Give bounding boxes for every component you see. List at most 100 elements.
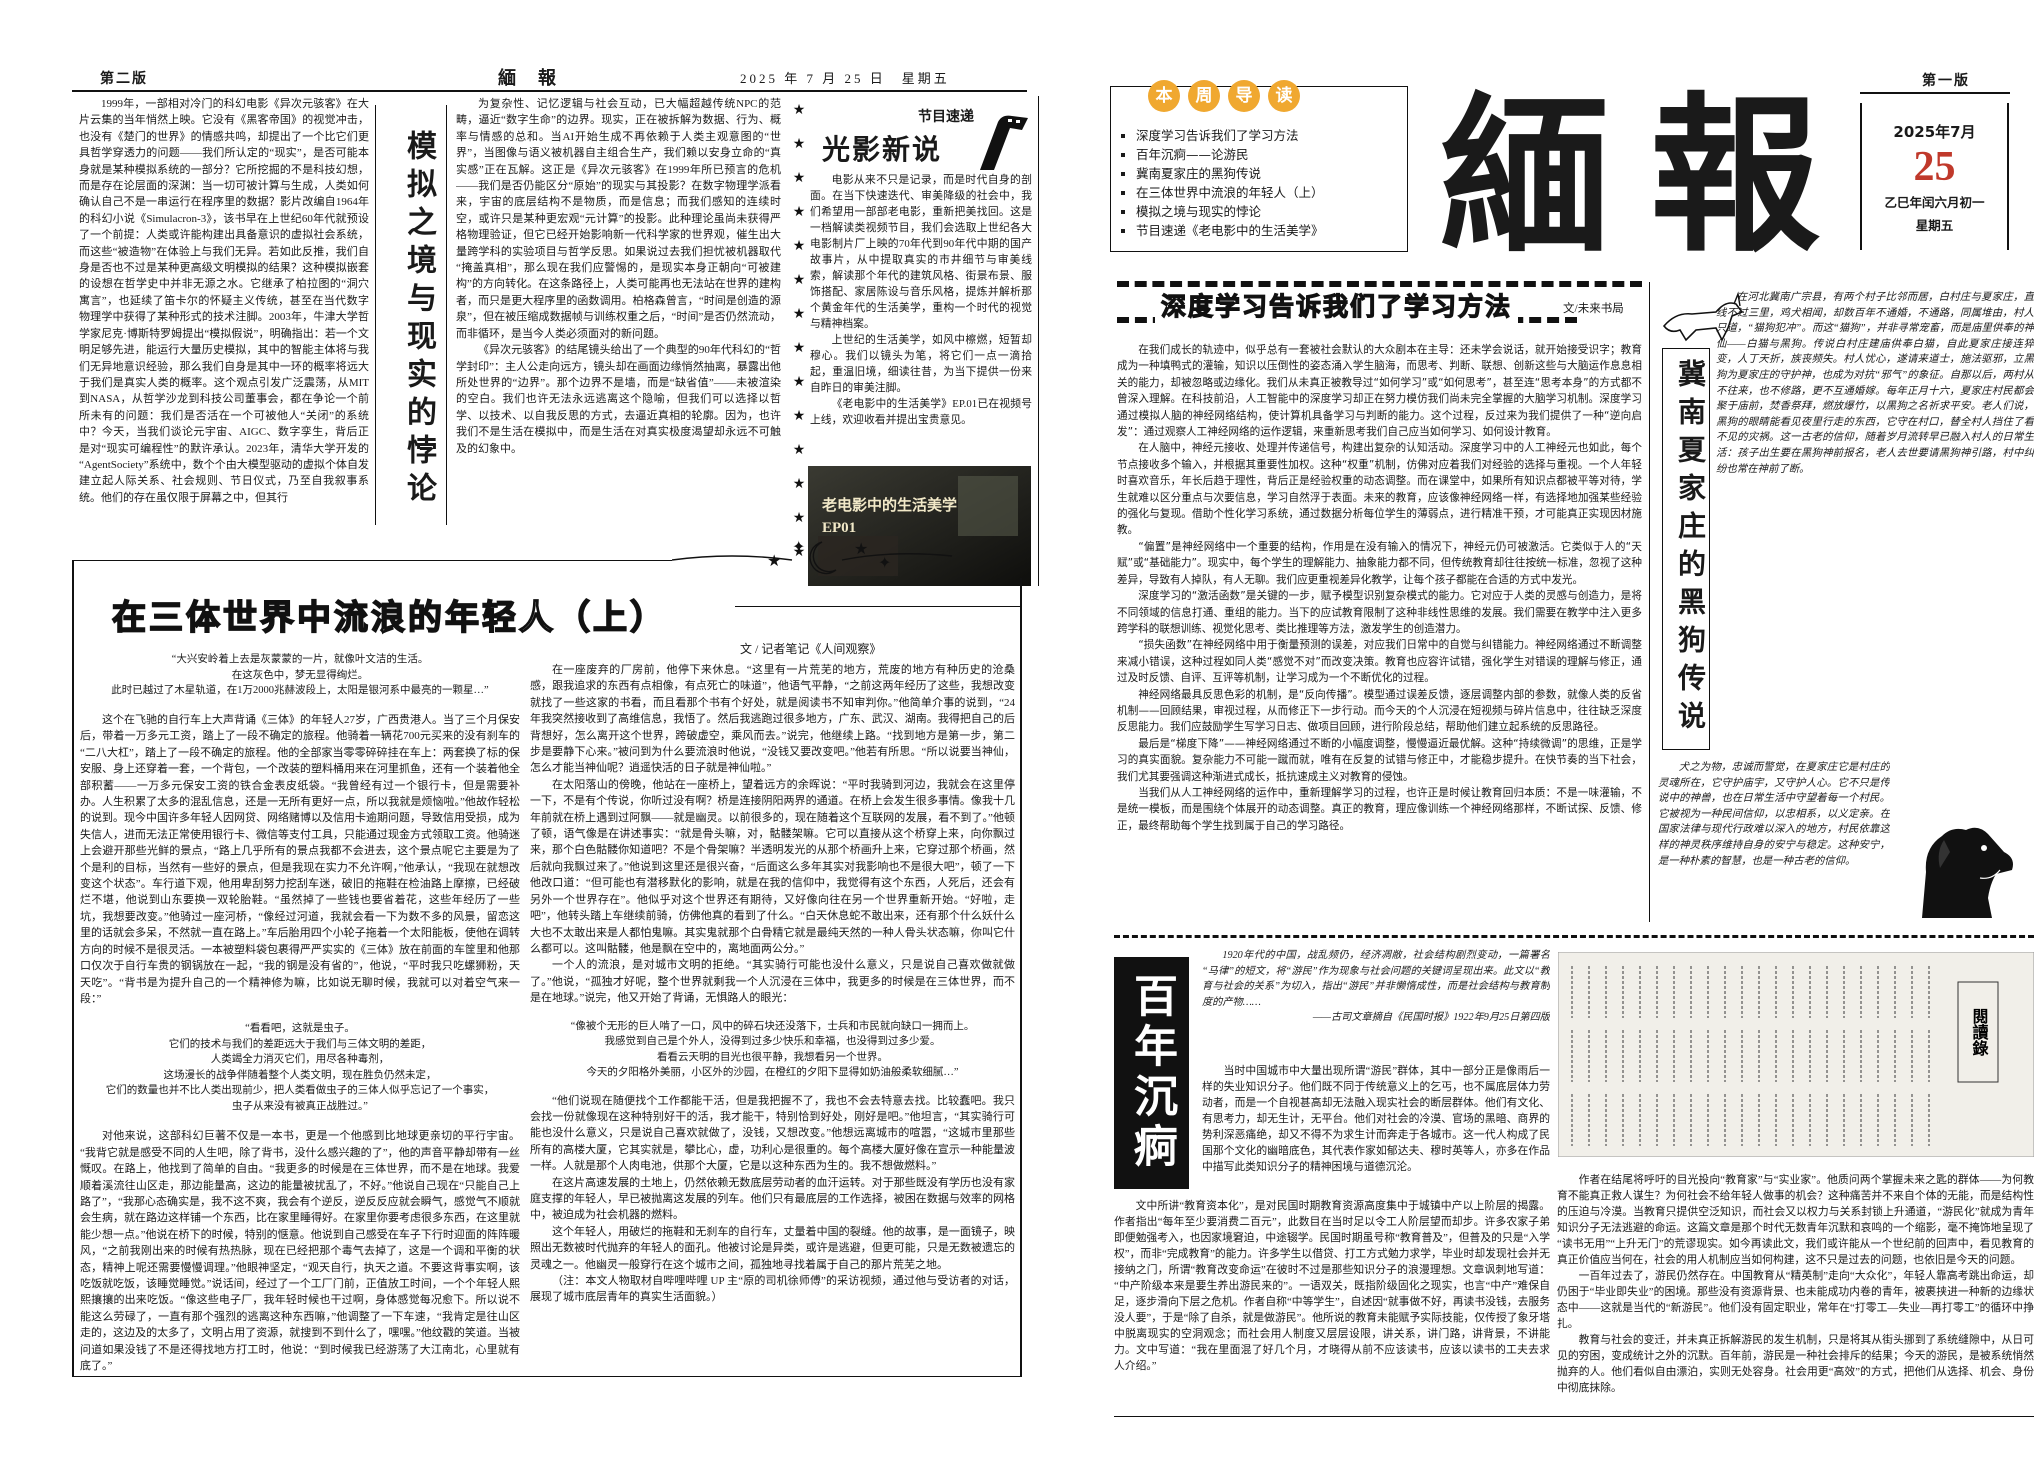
star: ★ xyxy=(793,273,806,288)
paragraph: 神经网络最具反思色彩的机制，是“反向传播”。模型通过误差反馈，逐层调整内部的参数… xyxy=(1117,688,1642,734)
vagrants-quote: 1920年代的中国，战乱频仍，经济凋敝，社会结构剧烈变动，一篇署名“马律”的短文… xyxy=(1202,948,1550,1058)
quote-text: 1920年代的中国，战乱频仍，经济凋敝，社会结构剧烈变动，一篇署名“马律”的短文… xyxy=(1202,950,1550,1008)
pull-quote: “大兴安岭着上去是灰蒙蒙的一片，就像叶文洁的生活。 在这灰色中，梦无显得绚烂。此时… xyxy=(80,652,520,710)
byline: 文/未来书局 xyxy=(1563,303,1624,315)
quote-line: 今天的夕阳格外美丽，小区外的沙园，在橙红的夕阳下显得如奶油般柔软细腻…” xyxy=(586,1067,959,1079)
simulation-col2: 为复杂性、记忆逻辑与社会互动，已大幅超越传统NPC的范畴，逼近“数字生命”的边界… xyxy=(456,96,781,534)
dog-legend-text: 在河北冀南广宗县，有两个村子比邻而居，白村庄与夏家庄，直线不过三里，鸡犬相闻，却… xyxy=(1716,290,2034,755)
quote-line: 它们的数量也并不比人类出现前少，把人类看做虫子的三体人似乎忘记了一个事实， xyxy=(105,1085,495,1097)
dog-legend-title: 冀南夏家庄的黑狗传说 xyxy=(1662,348,1710,750)
paragraph: 在一座废弃的厂房前，他停下来休息。“这里有一片荒芜的地方，荒废的地方有种历史的沧… xyxy=(530,664,1015,775)
date-day: 25 xyxy=(1913,144,1956,190)
dog-sketch xyxy=(1662,291,1744,342)
paragraph: （注：本文人物取材自哔哩哔哩 UP 主“原的司机徐师傅”的采访视频，通过他与受访… xyxy=(530,1275,1015,1304)
quote-line: “像被个无形的巨人啃了一口，风中的碎石块还没落下，士兵和市民就向缺口一拥而上。 xyxy=(570,1020,975,1032)
paragraph: 当我们从人工神经网络的运作中，重新理解学习的过程，也许正是时候让教育回归本质：不… xyxy=(1117,786,1642,832)
pull-quote: “看看吧，这就是虫子。 它们的技术与我们的差距远大于我们与三体文明的差距， 人类竭全… xyxy=(80,1021,520,1114)
paragraph: 对他来说，这部科幻巨著不仅是一本书，更是一个他感到比地球更亲切的平行宇宙。“我背… xyxy=(80,1130,520,1372)
quote-line: 我感觉到自己是个外人，没得到过多少快乐和幸福，也没得到过多少爱。 xyxy=(604,1036,941,1048)
column-rule xyxy=(1649,282,1650,922)
quote-line: 这场漫长的战争伴随着整个人类文明，现在胜负仍然未定， xyxy=(163,1069,437,1081)
quote-line: 虫子从来没有被真正战胜过。” xyxy=(232,1100,368,1112)
vagrants-title: 百年沉痾 xyxy=(1114,957,1189,1189)
paragraph: 上世纪的生活美学，如风中檫燃，短暂却穆心。我们以镜头为笔，将它们一点一滴拾起，重… xyxy=(810,334,1032,394)
vagrants-right: 作者在结尾将呼吁的目光投向“教育家”与“实业家”。他质问两个掌握未来之匙的群体—… xyxy=(1557,1172,2034,1414)
date-month: 2025年7月 xyxy=(1893,123,1976,141)
paragraph: 《老电影中的生活美学》EP.01已在视频号上线，欢迎收看并提出宝贵意见。 xyxy=(810,398,1032,426)
paragraph: 在太阳落山的傍晚，他站在一座桥上，望着远方的余晖说：“平时我骑到河边，我就会在这… xyxy=(530,778,1015,955)
section-divider xyxy=(1114,935,2034,938)
svg-text:✦: ✦ xyxy=(878,555,891,572)
film-strip-icon xyxy=(980,115,1028,170)
star: ★ xyxy=(793,307,806,322)
vagrants-left: 文中所讲“教育资本化”，是对民国时期教育资源高度集中于城镇中产以上阶层的揭露。作… xyxy=(1114,1198,1550,1413)
paragraph: 在我们成长的轨迹中，似乎总有一套被社会默认的大众剧本在主导：还未学会说话，就开始… xyxy=(1117,344,1642,439)
three-body-col2: 在一座废弃的厂房前，他停下来休息。“这里有一片荒芜的地方，荒废的地方有种历史的沧… xyxy=(530,662,1015,1372)
paragraph: 犬之为物，忠诚而警觉，在夏家庄它是村庄的灵魂所在，它守护庙宇，又守护人心。它不只… xyxy=(1658,762,1890,867)
quote-source: ——古司文章摘自《民国时报》1922年9月25日第四版 xyxy=(1312,1012,1550,1023)
paragraph: 教育与社会的变迁，并未真正拆解游民的发生机制，只是将其从街头挪到了系统缝隙中，从… xyxy=(1557,1334,2034,1394)
masthead-small: 緬 報 xyxy=(498,68,558,88)
star: ★ xyxy=(793,511,806,526)
title-rule xyxy=(375,105,376,525)
divider xyxy=(72,560,672,561)
old-newspaper-scan: 閱讀錄 xyxy=(1558,952,2034,1157)
dog-legend-continuation: 犬之为物，忠诚而警觉，在夏家庄它是村庄的灵魂所在，它守护庙宇，又守护人心。它不只… xyxy=(1658,760,1890,920)
paragraph: 深度学习的“激活函数”是关键的一步，赋予模型识别复杂模式的能力。它对应于人类的灵… xyxy=(1117,590,1642,635)
vagrants-intro: 当时中国城市中大量出现所谓“游民”群体，其中一部分正是像雨后一样的失业知识分子。… xyxy=(1202,1063,1550,1191)
star: ★ xyxy=(793,205,806,220)
paragraph: 《异次元骇客》的结尾镜头给出了一个典型的90年代科幻的“哲学封印”：主人公走向远… xyxy=(456,344,781,455)
guide-title-char: 周 xyxy=(1188,80,1220,112)
quote-line: “大兴安岭着上去是灰蒙蒙的一片，就像叶文洁的生活。 xyxy=(171,654,429,665)
star: ★ xyxy=(793,239,806,254)
guide-item: 节目速递《老电影中的生活美学》 xyxy=(1136,221,1416,240)
program-text: 电影从来不只是记录，而是时代自身的剖面。在当下快速迭代、审美降级的社会中，我们希… xyxy=(810,172,1032,462)
paragraph: “偏置”是神经网络中一个重要的结构，作用是在没有输入的情况下，神经元仍可被激活。… xyxy=(1117,540,1642,586)
paragraph: 文中所讲“教育资本化”，是对民国时期教育资源高度集中于城镇中产以上阶层的揭露。作… xyxy=(1114,1200,1550,1372)
paragraph: 这个在飞驰的自行车上大声背诵《三体》的年轻人27岁，广西贵港人。当了三个月保安后… xyxy=(80,714,520,1005)
guide-item: 在三体世界中流浪的年轻人（上） xyxy=(1136,183,1416,202)
scan-label: 閱讀錄 xyxy=(1970,1008,1989,1057)
star: ★ xyxy=(793,171,806,186)
paragraph: 一百年过去了，游民仍然存在。中国教育从“精英制”走向“大众化”，年轻人靠高考跳出… xyxy=(1557,1270,2034,1330)
paragraph: 在人脑中，神经元接收、处理并传递信号，构建出复杂的认知活动。深度学习中的人工神经… xyxy=(1117,442,1642,537)
image-episode: EP01 xyxy=(822,520,856,536)
paragraph: 1999年，一部相对冷门的科幻电影《异次元骇客》在大片云集的当年悄然上映。它没有… xyxy=(79,98,369,504)
guide-item: 百年沉痾——论游民 xyxy=(1136,145,1416,164)
date-box: 2025年7月 25 乙巳年闰六月初一 星期五 xyxy=(1860,103,2009,250)
edition-label: 第一版 xyxy=(1922,74,1970,89)
paragraph: 在河北冀南广宗县，有两个村子比邻而居，白村庄与夏家庄，直线不过三里，鸡犬相闻，却… xyxy=(1716,292,2034,475)
guide-item: 模拟之境与现实的悖论 xyxy=(1136,202,1416,221)
quote-line: “看看吧，这就是虫子。 xyxy=(245,1023,355,1035)
star: ★ xyxy=(793,341,806,356)
paragraph: 最后是“梯度下降”——神经网络通过不断的小幅度调整，慢慢逼近最优解。这种“持续微… xyxy=(1117,737,1642,783)
star: ★ xyxy=(793,443,806,458)
paragraph: 一个人的流浪，是对城市文明的拒绝。“其实骑行可能也没什么意义，只是说自己喜欢做就… xyxy=(530,959,1015,1005)
three-body-col1: 这个在飞驰的自行车上大声背诵《三体》的年轻人27岁，广西贵港人。当了三个月保安后… xyxy=(80,712,520,1372)
paragraph: 在这片高速发展的土地上，仍然依赖无数底层劳动者的血汗运转。对于那些既没有学历也没… xyxy=(530,1176,1015,1222)
star: ★ xyxy=(793,137,806,152)
simulation-col1: 1999年，一部相对冷门的科幻电影《异次元骇客》在大片云集的当年悄然上映。它没有… xyxy=(79,96,369,534)
frame-bottom xyxy=(72,1376,1022,1377)
three-body-title: 在三体世界中流浪的年轻人（上） xyxy=(111,597,667,639)
quote-line: 在这灰色中，梦无显得绚烂。 xyxy=(231,669,369,681)
column-rule xyxy=(1038,96,1039,586)
simulation-title: 模拟之境与现实的悖论 xyxy=(402,130,435,510)
quote-line: 此时已越过了木星轨道，在1万2000兆赫波段上，太阳是银河系中最亮的一颗星…” xyxy=(111,685,489,696)
pull-quote: “像被个无形的巨人啃了一口，风中的碎石块还没落下，士兵和市民就向缺口一拥而上。我… xyxy=(530,1019,1015,1081)
guide-item: 深度学习告诉我们了学习方法 xyxy=(1136,126,1416,145)
black-dog-illustration xyxy=(1922,827,2013,918)
paragraph: 作者在结尾将呼吁的目光投向“教育家”与“实业家”。他质问两个掌握未来之匙的群体—… xyxy=(1557,1174,2034,1266)
date-line: 2025 年 7 月 25 日 星期五 xyxy=(740,71,950,86)
paragraph: “损失函数”在神经网络中用于衡量预测的误差，对应我们日常中的自觉与纠错能力。神经… xyxy=(1117,639,1642,685)
byline: 文 / 记者笔记《人间观察》 xyxy=(740,642,882,656)
paragraph: 这个年轻人，用破烂的拖鞋和无刹车的自行车，丈量着中国的裂缝。他的故事，是一面镜子… xyxy=(530,1225,1015,1271)
svg-text:★: ★ xyxy=(854,541,868,558)
lunar-date: 乙巳年闰六月初一 xyxy=(1884,195,1985,210)
image-title: 老电影中的生活美学 xyxy=(821,496,957,514)
guide-title: 本周导读 xyxy=(1148,80,1300,112)
program-title: 光影新说 xyxy=(822,133,943,166)
quote-line: 人类竭全力消灭它们，用尽各种毒剂， xyxy=(210,1054,390,1066)
svg-text:★: ★ xyxy=(767,553,781,570)
edition-label: 第二版 xyxy=(100,72,148,87)
